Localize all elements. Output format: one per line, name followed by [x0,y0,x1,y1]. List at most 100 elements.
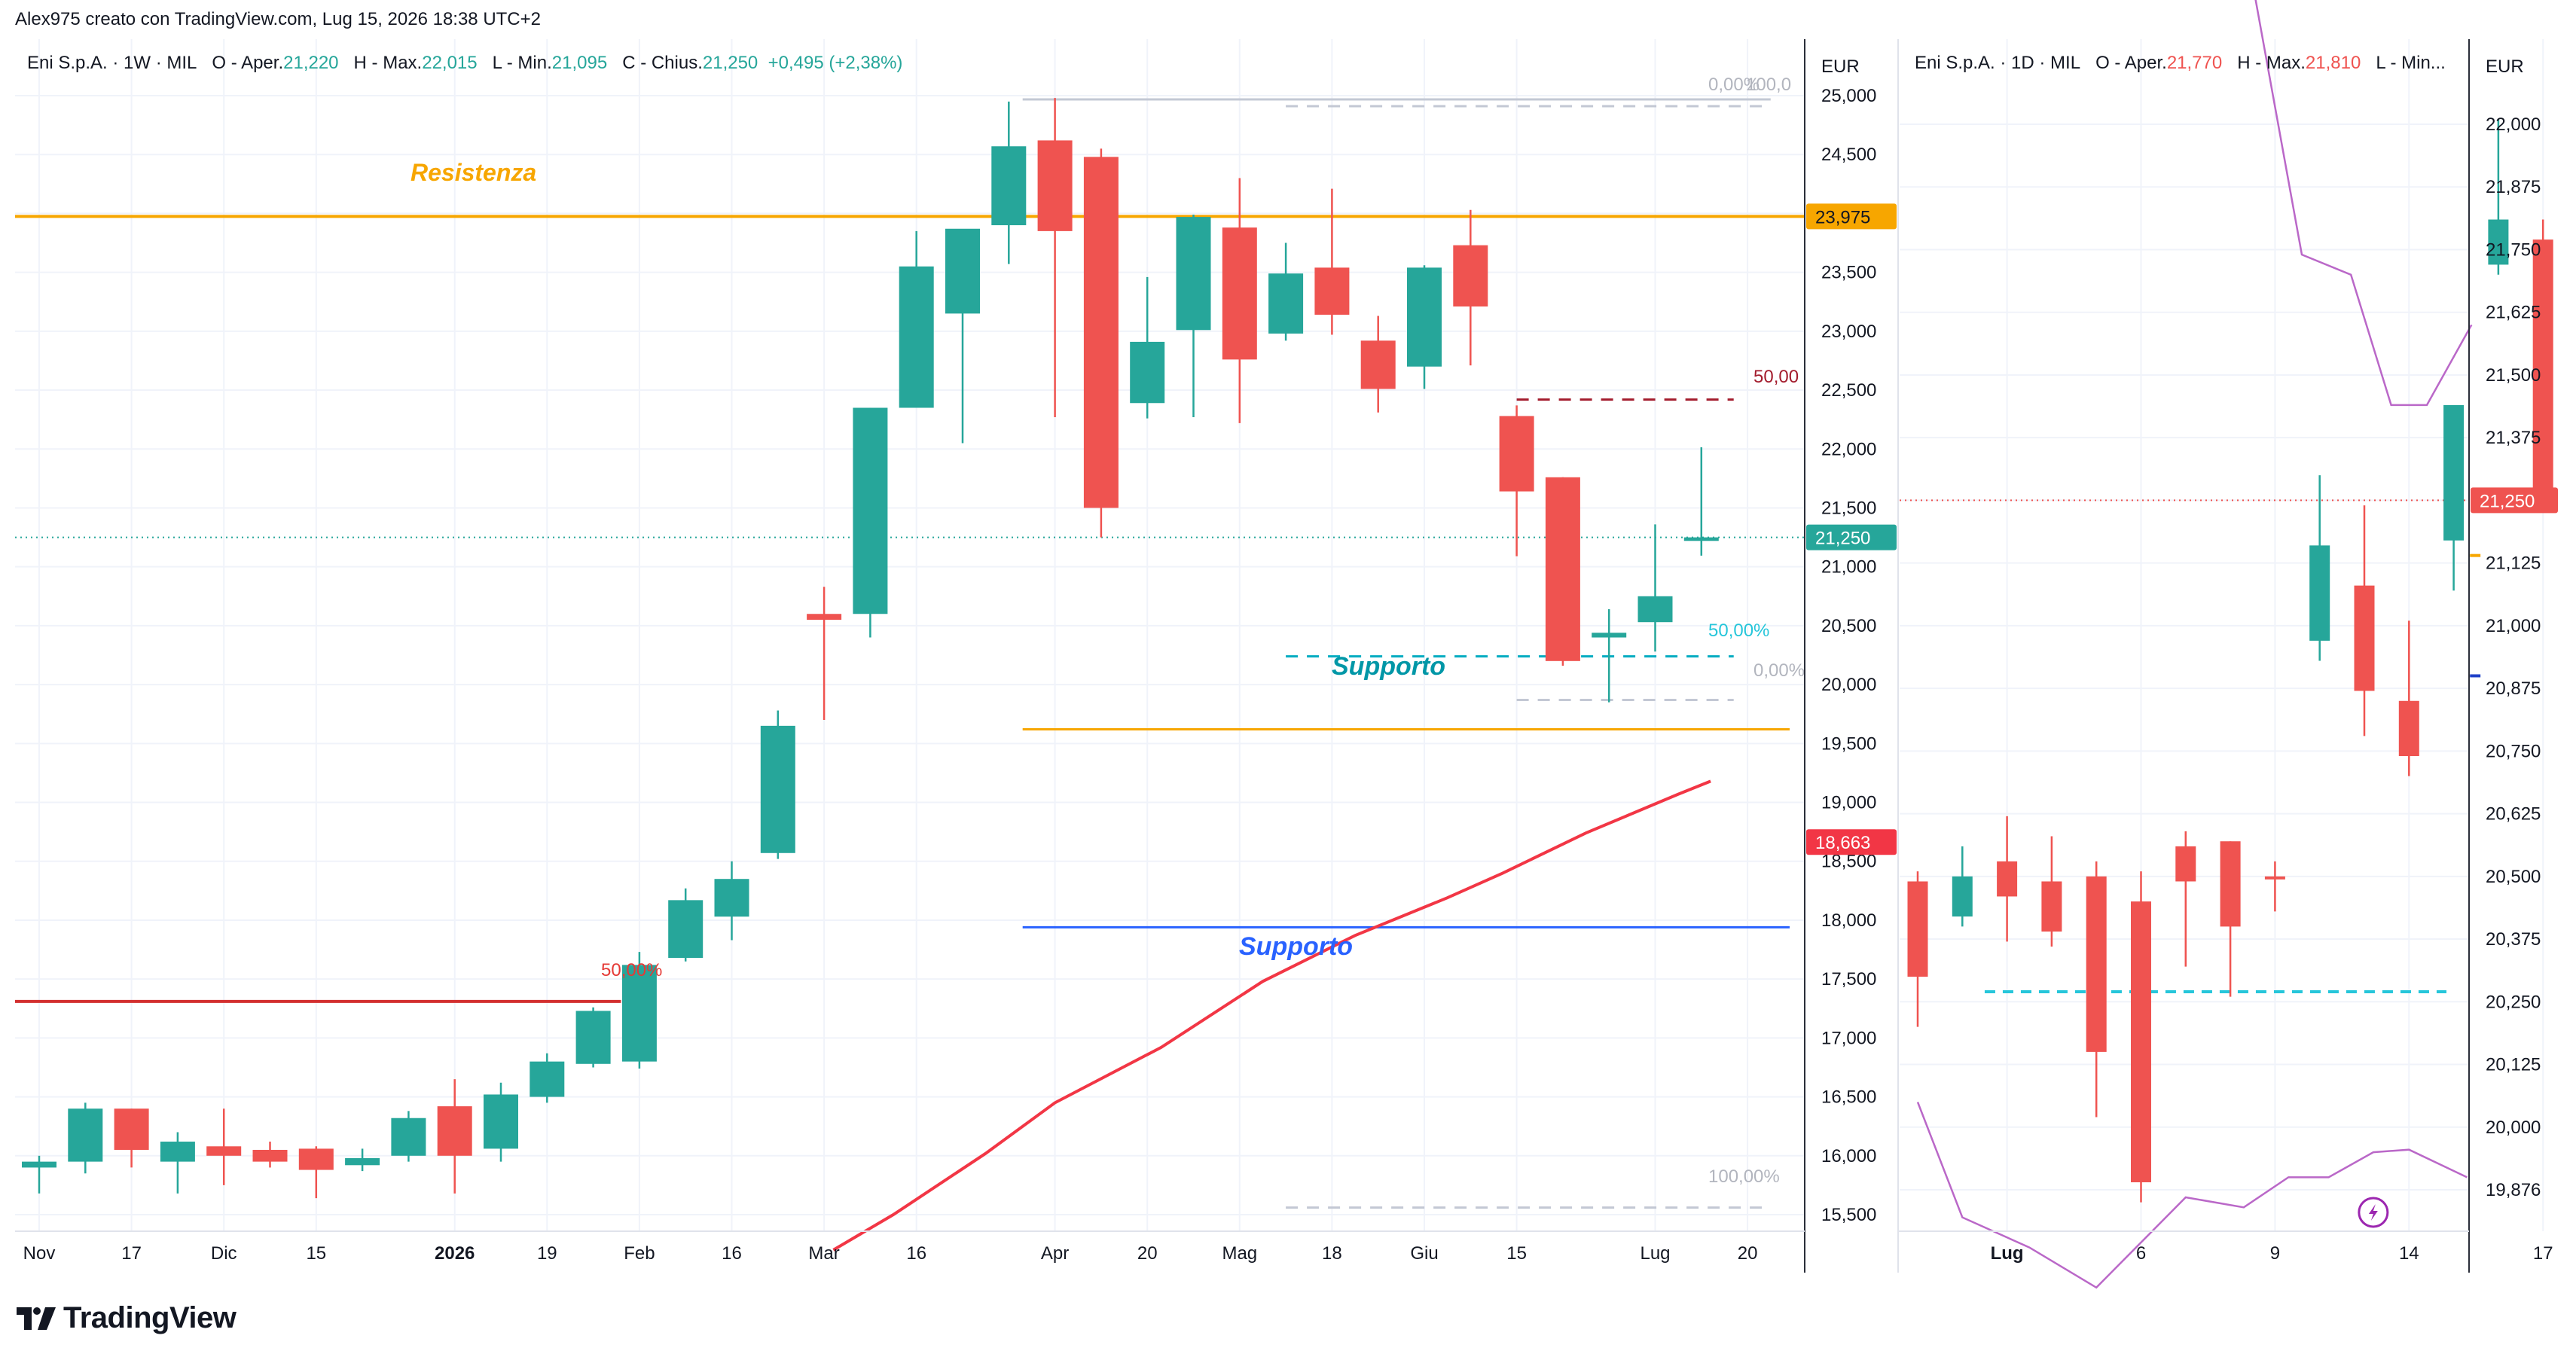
candle-body [1176,217,1211,331]
weekly-level-lines [15,98,1805,1209]
candle-body [298,1148,334,1170]
candle [899,230,934,408]
x-tick-label: 18 [1322,1243,1342,1264]
candle [391,1111,426,1162]
candle-body [437,1106,472,1156]
candle [1545,477,1580,666]
daily-open-label: O - Aper. [2095,53,2167,73]
candle-body [575,1011,611,1064]
fib-top-0-label: 0,00% [1708,75,1760,95]
x-tick-label: Feb [624,1243,655,1264]
candle [68,1102,103,1174]
fib-50-red-label: 50,00 [1753,367,1799,387]
candle-body [1268,273,1304,334]
weekly-currency-label: EUR [1821,56,1860,77]
y-tick-label: 19,876 [2486,1180,2541,1200]
fib-50-teal-label: 50,00% [1708,621,1769,641]
candle [1037,98,1073,418]
candle [2398,621,2419,776]
candle [484,1082,518,1162]
daily-high-label: H - Max. [2237,53,2306,73]
daily-ohlc-legend: Eni S.p.A. · 1D · MIL O - Aper.21,770 H … [1915,53,2446,74]
candle-body [853,407,888,614]
candle-body [1683,537,1719,541]
candle [252,1142,288,1168]
candle [853,407,888,638]
weekly-ohlc-legend: Eni S.p.A. · 1W · MIL O - Aper.21,220 H … [27,53,902,74]
candle [1907,871,1928,1027]
x-tick-label: 20 [1738,1243,1758,1264]
candle-body [252,1149,288,1162]
weekly-change-value: +0,495 (+2,38%) [768,53,903,73]
tradingview-logo[interactable]: TradingView [17,1301,237,1335]
y-tick-label: 17,500 [1821,969,1876,989]
candle [1997,816,2018,942]
candle [530,1053,565,1103]
weekly-close-value: 21,250 [702,53,758,73]
x-tick-label: Lug [1640,1243,1670,1264]
weekly-close-label: C - Chius. [622,53,703,73]
fib-50-low-label: 50,00% [601,960,662,980]
candle-body [1083,157,1119,508]
daily-level-lines [1900,499,2481,993]
daily-low-label: L - Min... [2376,53,2446,73]
daily-time-axis: Lug69141722 [1991,1197,2553,1264]
candle-body [1407,267,1442,367]
x-tick-label: Lug [1991,1243,2024,1264]
candle-body [160,1142,195,1162]
candle [1499,405,1534,556]
candle-body [1637,596,1673,623]
candle [1176,214,1211,418]
candle-body [1360,340,1396,389]
daily-last-price-badge: 21,250 [2480,491,2535,511]
candle [621,952,657,1069]
candle-body [1037,140,1073,231]
candle-body [1997,861,2018,897]
weekly-low-value: 21,095 [551,53,608,73]
candle [668,888,704,962]
candle [1222,178,1257,423]
candle-body [1952,876,1973,917]
candle [575,1007,611,1068]
weekly-open-value: 21,220 [283,53,339,73]
y-tick-label: 21,875 [2486,177,2541,197]
weekly-price-axis: EUR 15,500 16,000 16,500 17,000 17,500 18,000 1… [1806,56,1897,1225]
weekly-time-axis: Nov 17 Dic 15 2026 19 Feb 16 Mar 16 Apr 20 Mag 18 Giu 1… [23,1243,1758,1264]
support-blue-label: Supporto [1239,932,1353,961]
candle-body [391,1118,426,1156]
weekly-high-value: 22,015 [422,53,478,73]
x-tick-label: Apr [1041,1243,1069,1264]
candle [991,101,1027,264]
candle [298,1146,334,1199]
fib-100-bottom-label: 100,00% [1708,1166,1780,1187]
y-tick-label: 20,250 [2486,992,2541,1012]
lightning-glyph [2368,1204,2378,1221]
x-tick-label: 9 [2270,1243,2280,1264]
weekly-candles [22,98,1719,1199]
candle [1083,148,1119,538]
weekly-symbol: Eni S.p.A. · 1W · MIL [27,53,197,73]
candle [2086,861,2107,1118]
y-tick-label: 21,375 [2486,428,2541,448]
y-tick-label: 20,375 [2486,929,2541,950]
candle-body [2354,585,2375,691]
daily-high-value: 21,810 [2305,53,2361,73]
y-tick-label: 21,000 [1821,557,1876,578]
candle-body [2086,876,2107,1052]
x-tick-label: 6 [2136,1243,2146,1264]
candle [1683,447,1719,556]
daily-currency-label: EUR [2486,56,2524,77]
candle [1407,265,1442,389]
candle [1268,242,1304,341]
candle [1952,846,1973,927]
candle [114,1108,149,1168]
resistance-badge-bg [1806,203,1897,230]
daily-open-value: 21,770 [2166,53,2223,73]
tradingview-logo-icon [17,1307,56,1330]
ma-price-badge: 18,663 [1815,833,1870,853]
y-tick-label: 21,500 [1821,498,1876,518]
candle [1453,209,1488,366]
y-tick-label: 20,750 [2486,741,2541,761]
y-tick-label: 25,000 [1821,86,1876,106]
